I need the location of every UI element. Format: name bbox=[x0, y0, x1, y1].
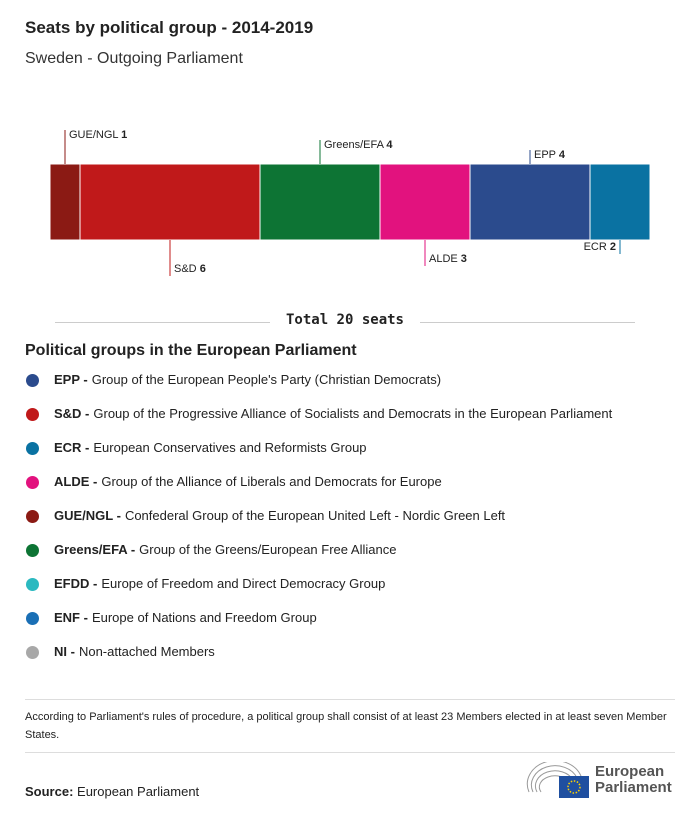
data-label: GUE/NGL 1 bbox=[69, 129, 127, 141]
data-label: S&D 6 bbox=[174, 263, 206, 275]
legend-title: Political groups in the European Parliam… bbox=[25, 342, 357, 359]
legend-swatch bbox=[26, 374, 39, 387]
data-label: EPP 4 bbox=[534, 149, 566, 161]
legend-swatch bbox=[26, 476, 39, 489]
bar-segment-greens-efa bbox=[259, 163, 381, 241]
seats-bar-chart: GUE/NGL 1 S&D 6 Greens/EFA 4 ALDE 3 EPP 4 ECR… bbox=[49, 129, 651, 276]
total-label: Total 20 seats bbox=[275, 312, 414, 328]
legend-name: Group of the Alliance of Liberals and De… bbox=[101, 474, 442, 489]
source-value: European Parliament bbox=[77, 784, 200, 799]
legend-name: Group of the Greens/European Free Allian… bbox=[139, 542, 397, 557]
source-label: Source: bbox=[25, 784, 74, 799]
legend-name: European Conservatives and Reformists Gr… bbox=[93, 440, 367, 455]
logo-text-line: European bbox=[595, 763, 665, 780]
legend-abbr: Greens/EFA - bbox=[54, 542, 136, 557]
legend-abbr: GUE/NGL - bbox=[54, 508, 121, 523]
legend-swatch bbox=[26, 510, 39, 523]
bar-segment-epp bbox=[469, 163, 591, 241]
legend-abbr: ENF - bbox=[54, 610, 88, 625]
legend-name: Europe of Freedom and Direct Democracy G… bbox=[101, 576, 386, 591]
bar-segment-gue-ngl bbox=[49, 163, 81, 241]
chart-title: Seats by political group - 2014-2019 bbox=[25, 18, 314, 37]
legend-swatch bbox=[26, 442, 39, 455]
legend-abbr: S&D - bbox=[54, 406, 90, 421]
bar-segment-s-d bbox=[79, 163, 261, 241]
legend-name: Europe of Nations and Freedom Group bbox=[91, 610, 317, 625]
legend-item: ECR - European Conservatives and Reformis… bbox=[25, 440, 612, 474]
legend-name: Group of the Progressive Alliance of Soc… bbox=[93, 406, 613, 421]
legend: EPP - Group of the European People's Part… bbox=[25, 372, 612, 678]
chart-subtitle: Sweden - Outgoing Parliament bbox=[25, 50, 243, 67]
legend-abbr: ALDE - bbox=[54, 474, 98, 489]
divider bbox=[25, 752, 675, 753]
logo-text-line: Parliament bbox=[595, 779, 672, 796]
legend-item: S&D - Group of the Progressive Alliance o… bbox=[25, 406, 612, 440]
legend-swatch bbox=[26, 646, 39, 659]
legend-item: ALDE - Group of the Alliance of Liberals … bbox=[25, 474, 612, 508]
bar-segment-alde bbox=[379, 163, 471, 241]
legend-item: GUE/NGL - Confederal Group of the Europea… bbox=[25, 508, 612, 542]
legend-name: Non-attached Members bbox=[78, 644, 215, 659]
total-seats: Total 20 seats bbox=[55, 312, 635, 332]
source: Source: European Parliament bbox=[25, 784, 199, 799]
legend-item: Greens/EFA - Group of the Greens/European… bbox=[25, 542, 612, 576]
legend-abbr: NI - bbox=[54, 644, 75, 659]
data-label: ECR 2 bbox=[584, 241, 616, 253]
legend-item: NI - Non-attached Members bbox=[25, 644, 612, 678]
bar-segment-ecr bbox=[589, 163, 651, 241]
ep-logo: European Parliament bbox=[525, 762, 672, 798]
legend-item: EPP - Group of the European People's Part… bbox=[25, 372, 612, 406]
data-label: Greens/EFA 4 bbox=[324, 139, 393, 151]
legend-item: ENF - Europe of Nations and Freedom Group bbox=[25, 610, 612, 644]
footnote: According to Parliament's rules of proce… bbox=[25, 711, 667, 741]
legend-item: EFDD - Europe of Freedom and Direct Democ… bbox=[25, 576, 612, 610]
legend-name: Group of the European People's Party (Ch… bbox=[91, 372, 442, 387]
legend-name: Confederal Group of the European United … bbox=[124, 508, 506, 523]
divider bbox=[25, 699, 675, 700]
legend-swatch bbox=[26, 578, 39, 591]
legend-abbr: EPP - bbox=[54, 372, 88, 387]
parliament-hemicycle-icon bbox=[526, 762, 589, 798]
legend-abbr: EFDD - bbox=[54, 576, 98, 591]
legend-swatch bbox=[26, 408, 39, 421]
legend-swatch bbox=[26, 544, 39, 557]
legend-abbr: ECR - bbox=[54, 440, 90, 455]
data-label: ALDE 3 bbox=[429, 253, 467, 265]
legend-swatch bbox=[26, 612, 39, 625]
